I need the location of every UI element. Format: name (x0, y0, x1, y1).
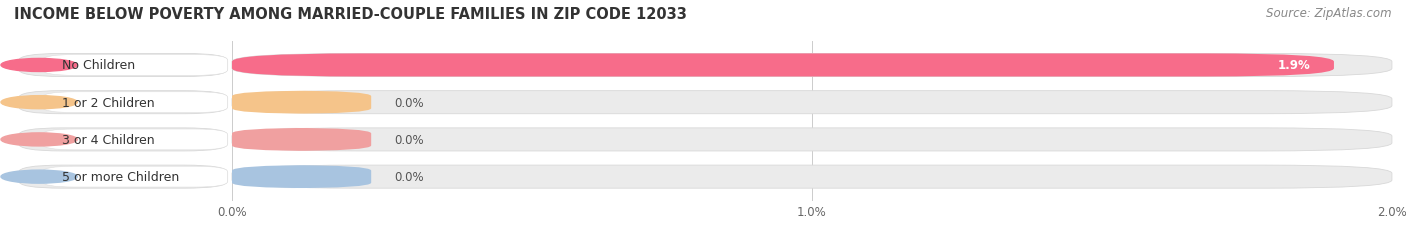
Text: INCOME BELOW POVERTY AMONG MARRIED-COUPLE FAMILIES IN ZIP CODE 12033: INCOME BELOW POVERTY AMONG MARRIED-COUPL… (14, 7, 688, 22)
Text: 5 or more Children: 5 or more Children (62, 170, 179, 183)
Text: 0.0%: 0.0% (394, 96, 425, 109)
Circle shape (1, 170, 77, 183)
Circle shape (1, 96, 77, 109)
FancyBboxPatch shape (232, 54, 1392, 77)
Text: No Children: No Children (62, 59, 135, 72)
FancyBboxPatch shape (232, 165, 371, 188)
Text: 0.0%: 0.0% (394, 170, 425, 183)
FancyBboxPatch shape (42, 167, 228, 187)
FancyBboxPatch shape (232, 165, 1392, 188)
Circle shape (1, 133, 77, 146)
FancyBboxPatch shape (18, 165, 228, 188)
Text: 3 or 4 Children: 3 or 4 Children (62, 133, 155, 146)
FancyBboxPatch shape (42, 129, 228, 150)
Text: 1.9%: 1.9% (1278, 59, 1310, 72)
FancyBboxPatch shape (18, 128, 228, 151)
FancyBboxPatch shape (18, 54, 228, 77)
FancyBboxPatch shape (232, 128, 1392, 151)
Circle shape (1, 59, 77, 72)
FancyBboxPatch shape (18, 91, 228, 114)
FancyBboxPatch shape (232, 91, 1392, 114)
Text: Source: ZipAtlas.com: Source: ZipAtlas.com (1267, 7, 1392, 20)
Text: 0.0%: 0.0% (394, 133, 425, 146)
FancyBboxPatch shape (232, 54, 1334, 77)
FancyBboxPatch shape (232, 128, 371, 151)
FancyBboxPatch shape (232, 91, 371, 114)
FancyBboxPatch shape (42, 55, 228, 76)
Text: 1 or 2 Children: 1 or 2 Children (62, 96, 155, 109)
FancyBboxPatch shape (42, 92, 228, 113)
